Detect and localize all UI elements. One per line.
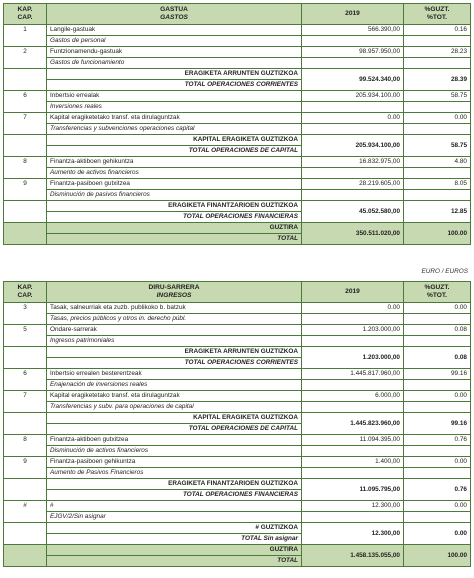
subtotal-row: KAPITAL ERAGIKETA GUZTIZKOA 205.934.100,0… bbox=[3, 134, 471, 157]
currency-unit: EURO / EUROS bbox=[421, 268, 468, 275]
table-row: Inversiones reales bbox=[4, 101, 471, 113]
expenses-header-row: KAP. CAP. GASTUA GASTOS 2019 %GUZT. %TOT. bbox=[3, 3, 471, 25]
table-row: 2 Funtzionamendu-gastuak 98.957.950,00 28.2… bbox=[3, 46, 471, 69]
year-header: 2019 bbox=[301, 3, 404, 25]
table-row: 3 Tasak, salneurriak eta zuzb. publikoko … bbox=[3, 302, 471, 325]
subtotal-row: # GUZTIZKOA 12.300,00 0.00 bbox=[3, 522, 471, 545]
expenses-title: GASTUA GASTOS bbox=[46, 3, 302, 25]
total-row: GUZTIRA 1.458.135.055,00 100.00 bbox=[3, 544, 471, 567]
table-row: Transferencias y subvenciones operacione… bbox=[4, 123, 471, 135]
table-row: 7 Kapital eragiketetako transf. eta dirul… bbox=[3, 390, 471, 413]
revenue-title: DIRU-SARRERA INGRESOS bbox=[46, 281, 302, 303]
cap-header: KAP. CAP. bbox=[3, 3, 47, 25]
table-row: 8 Finantza-aktiboen gehikuntza 16.832.975,… bbox=[3, 156, 471, 179]
table-row: # #12.300,00 0.00 bbox=[3, 500, 471, 523]
table-row: 8 Finantza-aktiboen gutxitzea 11.094.395,0… bbox=[3, 434, 471, 457]
pct-header: %GUZT. %TOT. bbox=[403, 3, 471, 25]
table-row: 7 Kapital eragiketetako transf. eta dirul… bbox=[3, 112, 471, 135]
table-row: Tasas, precios públicos y otros in. dere… bbox=[4, 313, 471, 325]
table-row: Transferencias y subv. para operaciones … bbox=[4, 401, 471, 413]
table-row: 9 Finantza-pasiboen gutxitzea 28.219.605,0… bbox=[3, 178, 471, 201]
year-header: 2019 bbox=[301, 281, 404, 303]
table-row: 9 Finantza-pasiboen gehikuntza 1.400,00 0.0… bbox=[3, 456, 471, 479]
table-row: Disminución de pasivos financieros bbox=[4, 189, 471, 201]
revenue-table: KAP. CAP. DIRU-SARRERA INGRESOS 2019 %GUZT… bbox=[3, 281, 471, 567]
table-row: Disminución de activos financieros bbox=[4, 445, 471, 457]
subtotal-row: ERAGIKETA FINANTZARIOEN GUZTIZKOA 11.095.… bbox=[3, 478, 471, 501]
table-row: Gastos de personal bbox=[4, 35, 471, 47]
subtotal-row: ERAGIKETA FINANTZARIOEN GUZTIZKOA 45.052.… bbox=[3, 200, 471, 223]
total-row: TOTAL bbox=[4, 555, 471, 567]
pct-header: %GUZT. %TOT. bbox=[403, 281, 471, 303]
expenses-table: KAP. CAP. GASTUA GASTOS 2019 %GUZT. %TOT. 1… bbox=[3, 3, 471, 245]
subtotal-row: KAPITAL ERAGIKETA GUZTIZKOA 1.445.823.960… bbox=[3, 412, 471, 435]
table-row: 6 Inbertsio errealen besterentzeak 1.445.8… bbox=[3, 368, 471, 391]
table-row: EJGV/2/Sin asignar bbox=[4, 511, 471, 523]
table-row: Gastos de funcionamiento bbox=[4, 57, 471, 69]
table-row: 6 Inbertsio errealak 205.934.100,00 58.75 bbox=[3, 90, 471, 113]
subtotal-row: ERAGIKETA ARRUNTEN GUZTIZKOA 99.524.340,0… bbox=[3, 68, 471, 91]
table-row: Aumento de Pasivos Financieros bbox=[4, 467, 471, 479]
table-row: Ingresos patrimoniales bbox=[4, 335, 471, 347]
total-row: TOTAL bbox=[4, 233, 471, 245]
table-row: 1 Langile-gastuak 566.390,00 0.16 bbox=[3, 24, 471, 47]
subtotal-row: ERAGIKETA ARRUNTEN GUZTIZKOA 1.203.000,00… bbox=[3, 346, 471, 369]
table-row: Aumento de activos financieros bbox=[4, 167, 471, 179]
table-row: 5 Ondare-sarrerak 1.203.000,00 0.08 bbox=[3, 324, 471, 347]
revenue-header-row: KAP. CAP. DIRU-SARRERA INGRESOS 2019 %GUZT… bbox=[3, 281, 471, 303]
table-row: Enajenación de inversiones reales bbox=[4, 379, 471, 391]
cap-header: KAP. CAP. bbox=[3, 281, 47, 303]
total-row: GUZTIRA 350.511.020,00 100.00 bbox=[3, 222, 471, 245]
